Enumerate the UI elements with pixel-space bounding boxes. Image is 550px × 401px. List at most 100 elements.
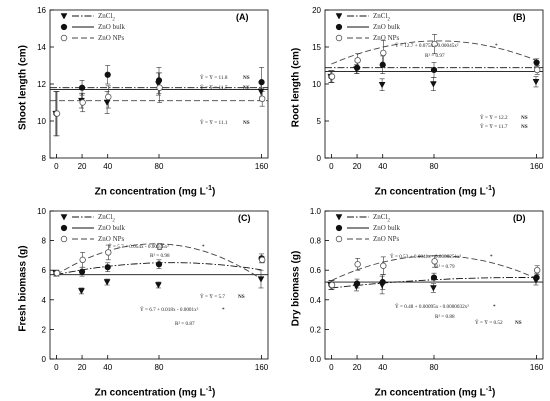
- panel-b-s0-point-2: [378, 81, 386, 89]
- panel-d-fit-2: [331, 255, 537, 282]
- panel-c: 0 2 4 6 8 10 0 20 40 80 160 (C) Zn concentration (…: [0, 201, 275, 401]
- panel-a-sig-1: NS: [243, 85, 250, 91]
- panel-c-legend-marker-1: [60, 224, 68, 232]
- panel-b-xtick-label-2: 40: [378, 162, 387, 171]
- panel-a-label: (A): [236, 12, 249, 22]
- panel-b-s1-point-4: [533, 59, 540, 66]
- panel-c-plot: 0 2 4 6 8 10 0 20 40 80 160: [37, 207, 269, 372]
- panel-d-s1-point-1: [353, 280, 361, 287]
- panel-d-s1-point-4: [533, 274, 540, 281]
- panel-d-xtick-label-0: 0: [329, 363, 334, 372]
- panel-b-legend-1: ZnO bulk: [373, 23, 401, 31]
- panel-b-ytick-label-3: 15: [312, 43, 321, 52]
- panel-a-s1-point-1: [78, 84, 86, 91]
- panel-d-eq-2: Ŷ = Ȳ = 0.52: [475, 320, 503, 326]
- panel-a-legend-marker-1: [60, 23, 68, 31]
- panel-c-eq-0: Ŷ = 5.7 + 0.054x - 0.00035x²: [108, 244, 169, 250]
- panel-d-s2-point-3: [431, 258, 438, 265]
- panel-d-s2-point-0: [328, 281, 336, 289]
- panel-a-s1-point-3: [155, 77, 163, 84]
- panel-b-fit-2: [331, 40, 537, 65]
- panel-c-ytick-label-4: 8: [42, 237, 47, 246]
- panel-b-xtick-label-1: 20: [353, 162, 362, 171]
- panel-d-xlabel: Zn concentration (mg L-1): [374, 386, 496, 399]
- panel-b-plot: 0 5 10 15 20 0 20 40 80 160: [312, 6, 544, 171]
- panel-d-eq-1: R² = 0.79: [435, 264, 455, 270]
- panel-a-s2-point-1: [79, 99, 86, 106]
- panel-a-legend-0: ZnCl2: [98, 12, 115, 23]
- panel-a-legend-2: ZnO NPs: [98, 34, 125, 42]
- panel-a-legend-1: ZnO bulk: [98, 23, 126, 31]
- panel-a-xtick-label-0: 0: [54, 162, 59, 171]
- panel-d-ytick-label-5: 1.0: [310, 207, 322, 216]
- panel-b-xlabel: Zn concentration (mg L-1): [374, 185, 496, 198]
- panel-a-s2-point-0: [53, 110, 61, 117]
- panel-b-eq-2: Ŷ = Ȳ = 12.2: [480, 115, 508, 121]
- panel-c-xtick-label-4: 160: [255, 363, 269, 372]
- panel-b-s1-point-1: [353, 64, 361, 71]
- panel-a-ytick-label-4: 16: [37, 6, 46, 15]
- panel-d-eq-4: R² = 0.88: [435, 314, 455, 320]
- panel-d-xtick-label-2: 40: [378, 363, 387, 372]
- panel-c-s0-point-1: [78, 288, 85, 295]
- panel-c-s2-point-2: [105, 249, 112, 256]
- panel-b-ytick-label-4: 20: [312, 6, 321, 15]
- panel-c-s2-point-3: [156, 243, 163, 250]
- panel-c-xtick-label-0: 0: [54, 363, 59, 372]
- panel-d-ytick-label-2: 0.4: [310, 296, 322, 305]
- panel-a-s0-point-2: [103, 99, 111, 107]
- panel-d-s2-point-1: [354, 261, 361, 268]
- panel-c-ytick-label-3: 6: [42, 266, 47, 275]
- panel-d-ylabel: Dry biomass (g): [290, 250, 302, 327]
- panel-c-eq-1: R² = 0.98: [150, 253, 170, 259]
- panel-d-ytick-label-1: 0.2: [310, 325, 322, 334]
- panel-b-legend-0: ZnCl2: [373, 12, 390, 23]
- panel-d-s2-point-4: [533, 266, 541, 274]
- panel-b-sig-2: NS: [521, 115, 528, 121]
- panel-b-s2-point-0: [328, 73, 336, 80]
- panel-c-sig-3: *: [222, 307, 225, 313]
- panel-c-s1-point-2: [104, 264, 111, 271]
- panel-c-eq-4: R² = 0.87: [175, 321, 195, 327]
- panel-d-s2-point-2: [380, 262, 387, 269]
- panel-a-s1-point-4: [258, 79, 265, 86]
- panel-b-xtick-label-3: 80: [430, 162, 439, 171]
- panel-b-legend-2: ZnO NPs: [373, 34, 400, 42]
- panel-b-eq-1: R² = 0.97: [425, 53, 445, 59]
- panel-a-ytick-label-1: 10: [37, 117, 46, 126]
- panel-a-eq-0: Ŷ = Ȳ = 11.8: [200, 75, 228, 81]
- panel-c-xtick-label-2: 40: [103, 363, 112, 372]
- panel-d-xtick-label-3: 80: [430, 363, 439, 372]
- panel-b-ytick-label-0: 0: [317, 154, 322, 163]
- panel-d-sig-0: *: [490, 254, 493, 260]
- panel-a-sig-2: NS: [243, 120, 250, 126]
- panel-d: 0.0 0.2 0.4 0.6 0.8 1.0 0 20 40 80 160 (D) Zn conc…: [275, 201, 550, 401]
- panel-c-s0-point-2: [103, 279, 111, 286]
- panel-d-legend-0: ZnCl2: [373, 213, 390, 224]
- panel-b-s0-point-3: [429, 81, 437, 88]
- panel-a-s2-point-2: [105, 93, 112, 101]
- panel-a-xtick-label-2: 40: [103, 162, 112, 171]
- panel-b-legend-marker-0: [335, 13, 343, 20]
- panel-d-s1-point-2: [379, 278, 386, 286]
- panel-b-legend-marker-2: [335, 34, 343, 42]
- panel-c-legend-marker-0: [60, 214, 68, 221]
- panel-b-sig-0: *: [495, 43, 498, 49]
- panel-a-s2-point-4: [258, 95, 266, 102]
- panel-b: 0 5 10 15 20 0 20 40 80 160 (B) Zn concentration …: [275, 0, 550, 200]
- panel-b-s0-point-4: [532, 79, 540, 86]
- panel-c-legend-1: ZnO bulk: [98, 224, 126, 232]
- panel-a-ytick-label-2: 12: [37, 80, 46, 89]
- panel-b-ytick-label-2: 10: [312, 80, 321, 89]
- panel-d-s0-point-3: [429, 285, 437, 292]
- panel-d-ytick-label-4: 0.8: [310, 237, 322, 246]
- panel-b-eq-3: Ŷ = Ȳ = 11.7: [480, 124, 508, 130]
- panel-d-eq-0: Ŷ = 0.53 + 0.0041x - 0.0000251x²: [390, 254, 462, 260]
- panel-a-sig-0: NS: [243, 75, 250, 81]
- panel-c-s2-point-4: [258, 256, 266, 264]
- panel-b-s2-point-3: [431, 40, 438, 48]
- panel-c-s1-point-1: [78, 268, 86, 275]
- panel-c-sig-2: NS: [238, 294, 245, 300]
- panel-a-xtick-label-4: 160: [255, 162, 269, 171]
